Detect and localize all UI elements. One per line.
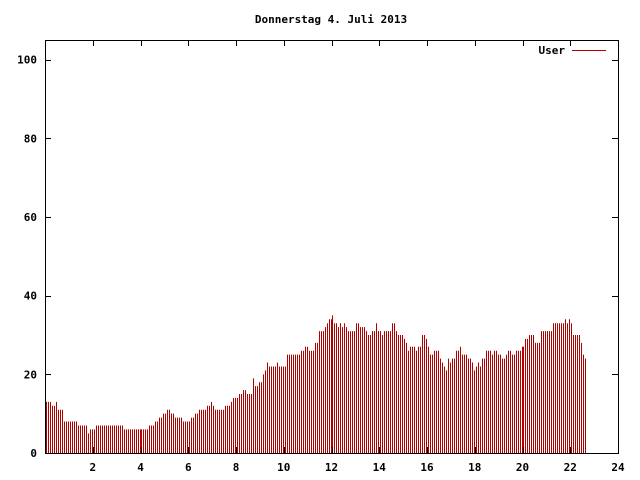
y-axis: 0 20 40 60 80 100 (17, 54, 618, 460)
x-tick-label: 16 (420, 461, 434, 474)
x-tick-label: 14 (373, 461, 387, 474)
y-tick-label: 0 (30, 447, 37, 460)
y-tick-label: 60 (24, 211, 37, 224)
y-tick-label: 20 (24, 368, 37, 381)
legend-label: User (539, 44, 566, 57)
x-tick-label: 18 (468, 461, 481, 474)
x-tick-label: 20 (516, 461, 529, 474)
chart-title: Donnerstag 4. Juli 2013 (255, 13, 407, 26)
x-tick-label: 4 (137, 461, 144, 474)
y-tick-label: 80 (24, 132, 37, 145)
x-tick-label: 8 (233, 461, 240, 474)
x-tick-label: 2 (89, 461, 96, 474)
y-tick-label: 100 (17, 54, 37, 67)
x-axis: 2 4 6 8 10 12 14 16 18 20 22 24 (89, 40, 625, 474)
x-tick-label: 6 (185, 461, 192, 474)
y-tick-label: 40 (24, 290, 37, 303)
x-tick-label: 10 (277, 461, 290, 474)
x-tick-label: 24 (611, 461, 625, 474)
bar-series (46, 315, 586, 453)
x-tick-label: 22 (564, 461, 577, 474)
legend: User (539, 44, 606, 57)
x-tick-label: 12 (325, 461, 338, 474)
